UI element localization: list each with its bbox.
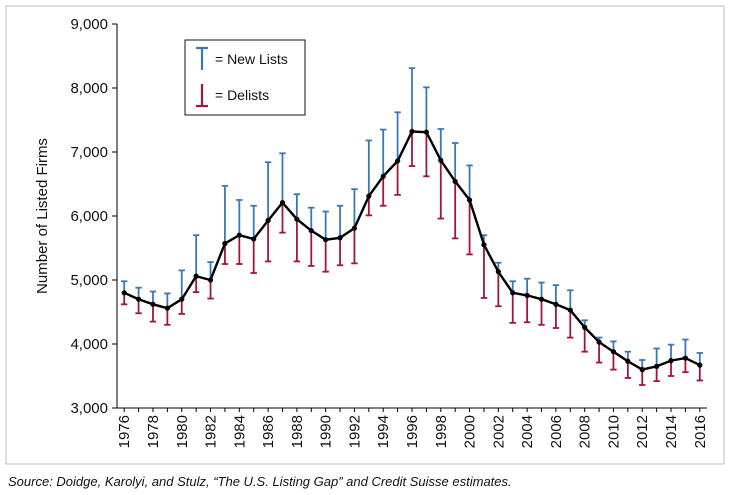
- y-tick-label: 8,000: [70, 80, 108, 97]
- chart-border: [5, 5, 725, 465]
- listed-firms-point: [236, 232, 242, 238]
- x-tick-label: 1998: [433, 415, 450, 448]
- y-tick-label: 5,000: [70, 272, 108, 289]
- line-chart: 3,000 4,000 5,000 6,000 7,000 8,000 9,000 1976 1…: [5, 5, 725, 465]
- listed-firms-point: [409, 128, 415, 135]
- y-tick-label: 7,000: [70, 144, 108, 161]
- listed-firms-point: [279, 199, 286, 206]
- x-tick-label: 2016: [692, 415, 709, 448]
- listed-firms-point: [121, 290, 127, 296]
- listed-firms-point: [668, 358, 674, 364]
- x-tick-label: 1982: [203, 415, 220, 448]
- listed-firms-point: [582, 324, 588, 330]
- listed-firms-point: [697, 362, 703, 368]
- listed-firms-point: [567, 307, 573, 313]
- chart-area: 3,000 4,000 5,000 6,000 7,000 8,000 9,000 1976 1…: [5, 5, 725, 465]
- listed-firms-point: [135, 296, 142, 302]
- y-axis-title: Number of Listed Firms: [34, 138, 51, 294]
- listed-firms-point: [395, 158, 401, 164]
- y-tick-label: 4,000: [70, 336, 108, 353]
- x-tick-label: 2014: [663, 415, 680, 448]
- listed-firms-point: [222, 240, 228, 247]
- listed-firms-point: [553, 301, 559, 307]
- listed-firms-point: [207, 277, 214, 283]
- listed-firms-point: [510, 290, 516, 296]
- x-tick-label: 1994: [375, 415, 392, 448]
- listed-firms-point: [639, 367, 645, 373]
- x-tick-label: 1992: [346, 415, 363, 448]
- listed-firms-point: [625, 358, 631, 364]
- listed-firms-point: [164, 305, 170, 311]
- listed-firms-point: [308, 228, 314, 234]
- listed-firms-point: [423, 129, 429, 135]
- y-tick-label: 6,000: [70, 208, 108, 225]
- listed-firms-point: [265, 217, 271, 224]
- x-tick-label: 1990: [318, 415, 335, 448]
- listed-firms-point: [538, 296, 545, 302]
- listed-firms-point: [351, 225, 358, 231]
- listed-firms-point: [596, 339, 602, 345]
- listed-firms-point: [682, 355, 689, 361]
- x-tick-label: 1988: [289, 415, 306, 448]
- listed-firms-point: [452, 178, 458, 185]
- listed-firms-point: [380, 173, 386, 179]
- legend-new-lists-label: = New Lists: [215, 51, 288, 67]
- legend-delists-label: = Delists: [215, 87, 269, 103]
- x-tick-label: 1984: [231, 415, 248, 448]
- listed-firms-point: [438, 157, 444, 163]
- listed-firms-point: [495, 269, 501, 275]
- y-tick-label: 9,000: [70, 16, 108, 33]
- x-tick-label: 2000: [462, 415, 479, 448]
- listed-firms-point: [193, 273, 199, 279]
- listed-firms-point: [179, 296, 185, 302]
- listed-firms-point: [337, 235, 343, 241]
- listed-firms-point: [294, 216, 300, 222]
- x-tick-label: 2002: [490, 415, 507, 448]
- x-tick-label: 2010: [605, 415, 622, 448]
- x-tick-label: 2012: [634, 415, 651, 448]
- legend-box: [184, 39, 306, 116]
- x-tick-label: 1980: [174, 415, 191, 448]
- x-tick-label: 2008: [577, 415, 594, 448]
- x-tick-label: 1996: [404, 415, 421, 448]
- listed-firms-point: [481, 242, 487, 248]
- listed-firms-point: [251, 236, 257, 242]
- x-tick-label: 2006: [548, 415, 565, 448]
- listed-firms-point: [323, 237, 329, 243]
- x-tick-label: 1978: [145, 415, 162, 448]
- listed-firms-point: [654, 363, 660, 369]
- listed-firms-line: [123, 130, 701, 371]
- listed-firms-point: [466, 197, 473, 203]
- x-tick-label: 1986: [260, 415, 277, 448]
- x-tick-label: 2004: [519, 415, 536, 448]
- x-tick-label: 1976: [116, 415, 133, 448]
- listed-firms-point: [610, 349, 617, 355]
- listed-firms-point: [524, 292, 530, 298]
- source-note: Source: Doidge, Karolyi, and Stulz, “The…: [8, 474, 512, 489]
- listed-firms-point: [150, 301, 156, 307]
- listed-firms-point: [366, 193, 372, 199]
- y-tick-label: 3,000: [70, 400, 108, 417]
